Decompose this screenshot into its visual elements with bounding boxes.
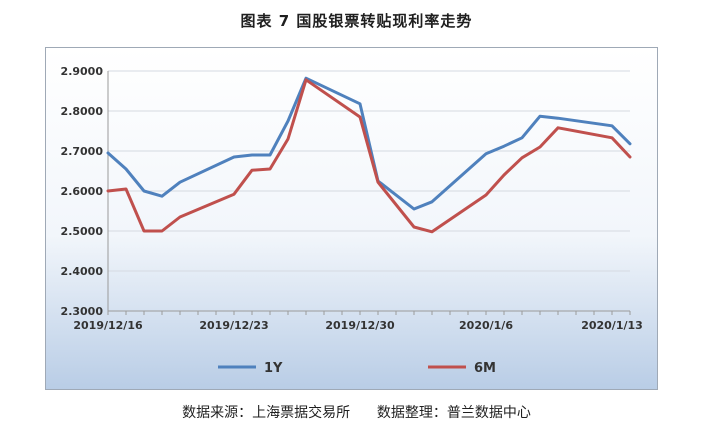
y-tick-label: 2.5000 <box>61 225 104 238</box>
y-tick-label: 2.4000 <box>61 265 104 278</box>
x-tick-label: 2020/1/6 <box>459 319 513 332</box>
x-tick-label: 2020/1/13 <box>581 319 643 332</box>
y-tick-label: 2.6000 <box>61 185 104 198</box>
x-tick-label: 2019/12/30 <box>325 319 395 332</box>
rate-trend-chart: 2.3000 2.4000 2.5000 2.6000 2.7000 2.8000 2.90… <box>61 65 643 376</box>
x-tick-label: 2019/12/23 <box>199 319 268 332</box>
x-tick-label: 2019/12/16 <box>73 319 143 332</box>
y-tick-label: 2.8000 <box>61 105 104 118</box>
data-source-note: 数据来源：上海票据交易所 数据整理：普兰数据中心 <box>182 405 531 421</box>
y-tick-label: 2.9000 <box>61 65 104 78</box>
legend-label: 1Y <box>264 361 283 376</box>
chart-area <box>45 47 658 390</box>
chart-title: 图表 7 国股银票转贴现利率走势 <box>240 12 473 30</box>
series-line-1y <box>106 76 632 211</box>
y-tick-label: 2.3000 <box>61 305 104 318</box>
series-line-6m <box>106 78 632 234</box>
y-tick-label: 2.7000 <box>61 145 104 158</box>
legend-label: 6M <box>474 361 496 376</box>
